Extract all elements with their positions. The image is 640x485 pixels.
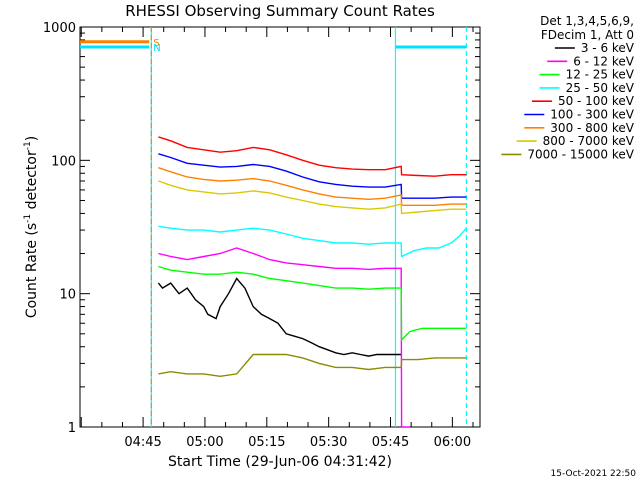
attenuator-lines — [150, 27, 467, 427]
state-bar-label: S — [153, 38, 159, 49]
plot-frame — [79, 26, 481, 428]
series-line-25-50-kev — [158, 225, 467, 258]
series-line-100-300-kev — [158, 153, 467, 199]
y-tick-labels: 1 10 100 1000 — [43, 21, 76, 436]
legend-label-12-25-kev: 12 - 25 keV — [566, 68, 635, 82]
legend-label-25-50-kev: 25 - 50 keV — [566, 81, 635, 95]
y-tick-label: 1000 — [43, 21, 76, 36]
y-axis-label-sup1: -1 — [23, 214, 33, 223]
x-tick-label: 05:15 — [248, 435, 285, 450]
y-axis-label: Count Rate (s-1 detector-1) — [23, 136, 40, 318]
legend-header-line-2: FDecim 1, Att 0 — [541, 28, 634, 42]
legend-header-line-1: Det 1,3,4,5,6,9, — [540, 14, 634, 28]
legend-label-3-6-kev: 3 - 6 keV — [581, 41, 635, 55]
y-axis-label-end: ) — [24, 136, 40, 141]
y-tick-label: 100 — [51, 154, 76, 169]
x-tick-labels: 04:45 05:00 05:15 05:30 05:45 06:00 — [124, 435, 471, 450]
legend-label-6-12-kev: 6 - 12 keV — [573, 54, 635, 68]
series-line-6-12-kev — [158, 247, 410, 428]
x-tick-label: 06:00 — [434, 435, 471, 450]
state-bar-label: N — [153, 43, 160, 54]
y-tick-label: 1 — [68, 421, 76, 436]
y-axis-label-sup2: -1 — [23, 141, 33, 150]
y-axis-label-mid: detector — [24, 150, 40, 214]
series-line-3-6-kev — [157, 277, 402, 357]
x-tick-label: 04:45 — [124, 435, 161, 450]
legend-label-50-100-kev: 50 - 100 keV — [558, 94, 635, 108]
series-lines — [157, 136, 467, 428]
x-tick-label: 05:00 — [186, 435, 223, 450]
series-line-800-7000-kev — [158, 180, 467, 215]
series-line-12-25-kev — [158, 265, 467, 342]
axis-ticks — [80, 27, 480, 428]
legend-label-300-800-kev: 300 - 800 keV — [550, 121, 634, 135]
series-line-300-800-kev — [158, 167, 467, 207]
legend-label-100-300-kev: 100 - 300 keV — [550, 108, 634, 122]
legend-label-7000-15000-kev: 7000 - 15000 keV — [527, 147, 634, 161]
series-line-7000-15000-kev — [158, 353, 467, 378]
series-line-50-100-kev — [158, 136, 467, 177]
x-tick-label: 05:45 — [372, 435, 409, 450]
chart-title: RHESSI Observing Summary Count Rates — [125, 2, 435, 20]
state-bars: SN — [80, 38, 467, 54]
y-axis-label-main: Count Rate (s — [24, 223, 40, 318]
x-tick-label: 05:30 — [310, 435, 347, 450]
legend-label-800-7000-kev: 800 - 7000 keV — [543, 134, 635, 148]
legend: Det 1,3,4,5,6,9, FDecim 1, Att 0 3 - 6 k… — [501, 14, 635, 161]
y-tick-label: 10 — [59, 288, 76, 303]
x-axis-label: Start Time (29-Jun-06 04:31:42) — [168, 454, 392, 470]
footer-timestamp: 15-Oct-2021 22:50 — [551, 469, 637, 479]
